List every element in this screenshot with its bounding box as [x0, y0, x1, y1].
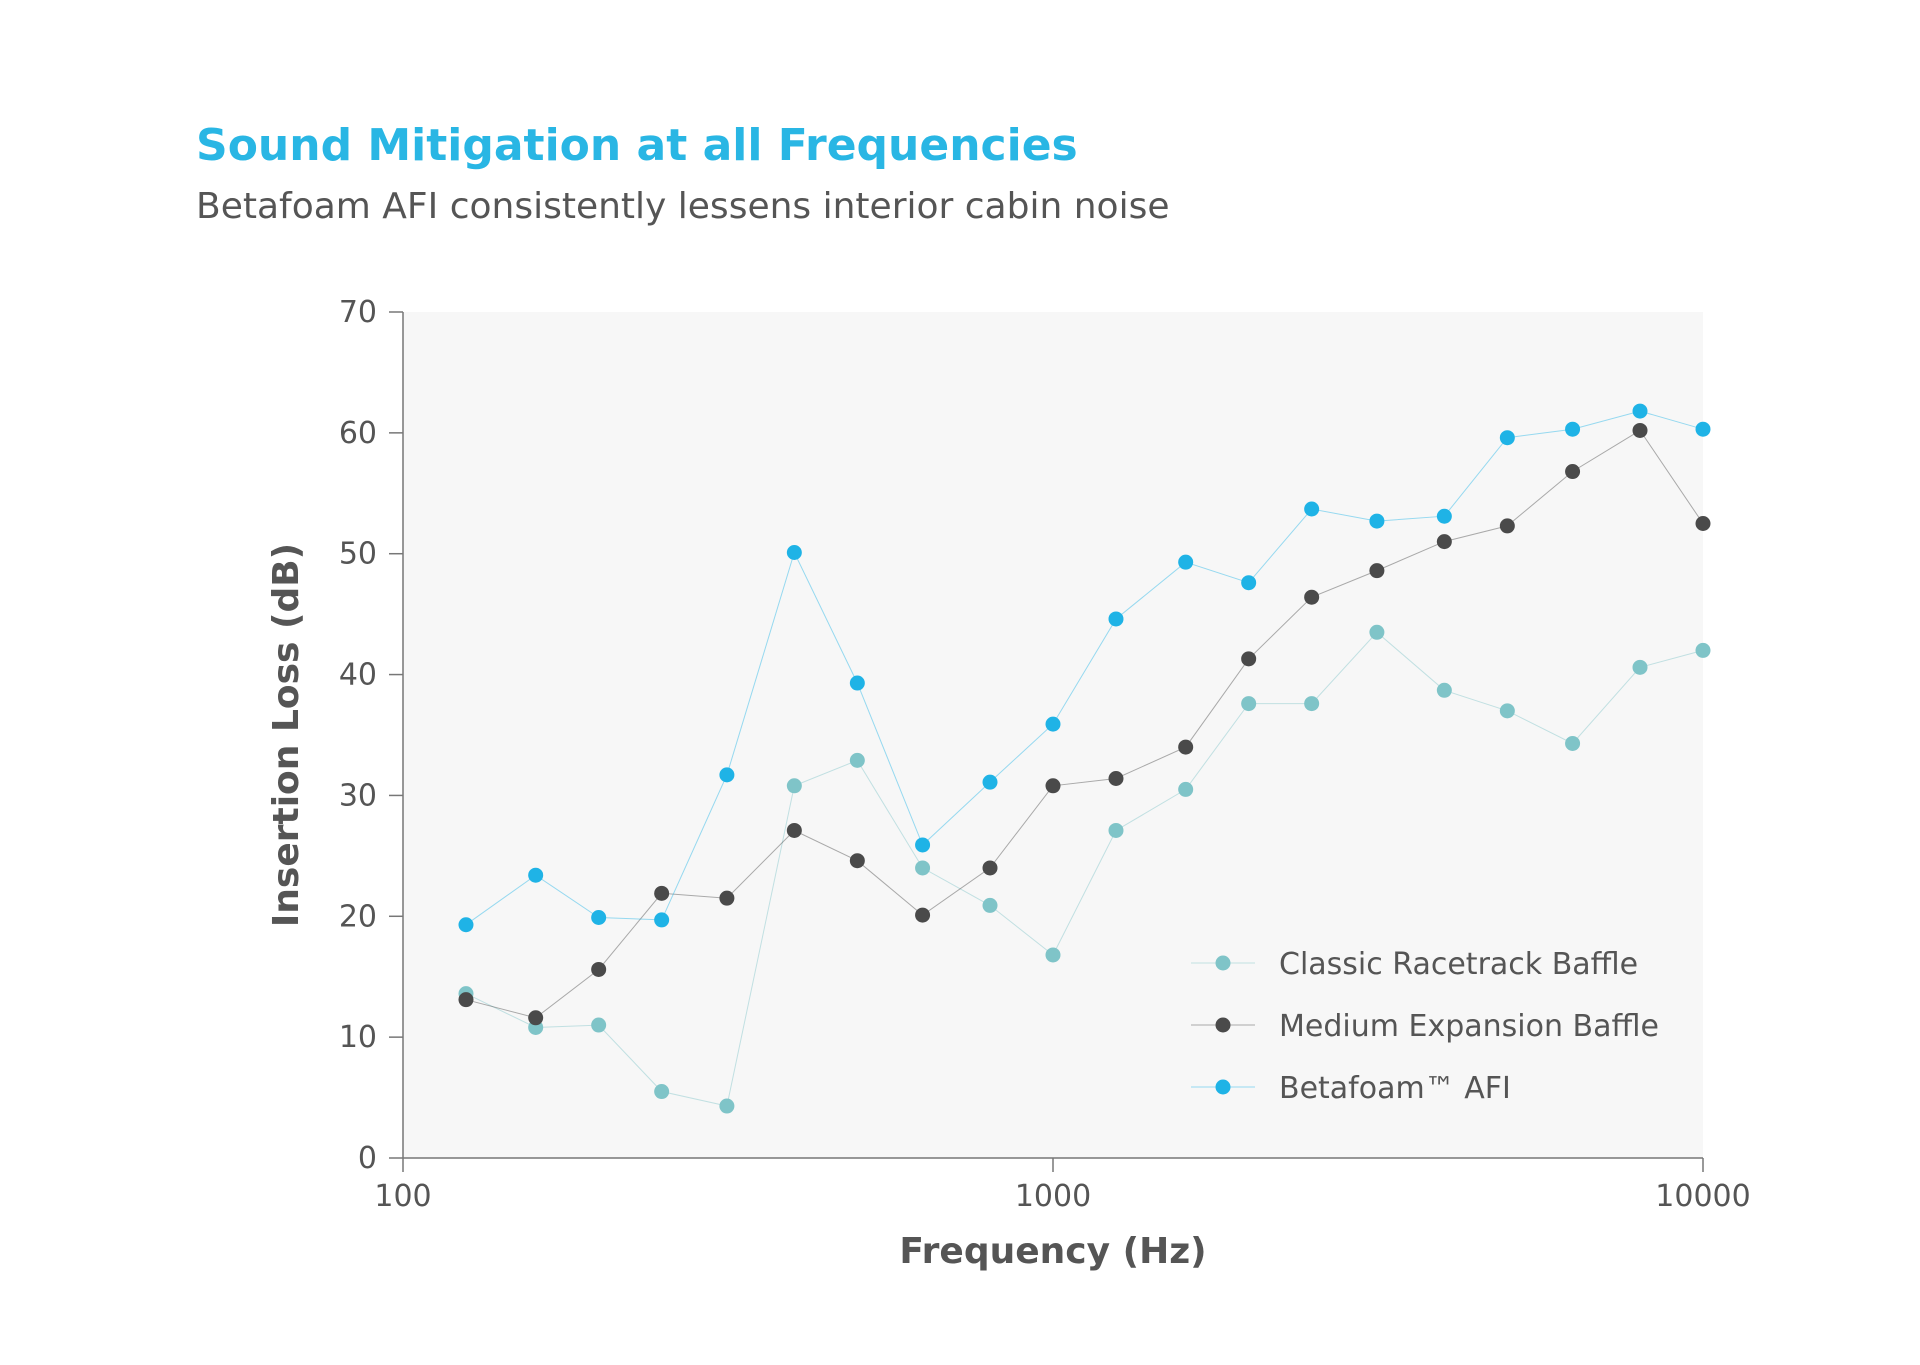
data-point-1 [1695, 516, 1711, 531]
data-point-0 [786, 778, 802, 794]
data-point-2 [849, 675, 865, 691]
x-tick-label: 100 [374, 1179, 431, 1214]
legend-label-0: Classic Racetrack Baffle [1279, 947, 1638, 982]
legend-marker-0 [1215, 955, 1231, 971]
legend-label-2: Betafoam™ AFI [1279, 1071, 1511, 1106]
data-point-2 [786, 545, 802, 561]
data-point-0 [1369, 624, 1385, 640]
data-point-0 [719, 1098, 735, 1114]
data-point-0 [1304, 696, 1320, 712]
data-point-2 [915, 837, 931, 853]
data-point-0 [1241, 696, 1257, 712]
data-point-0 [1436, 682, 1452, 698]
data-point-2 [1304, 501, 1320, 517]
legend-marker-1 [1215, 1017, 1231, 1033]
plot-area [403, 312, 1703, 1158]
data-point-1 [1632, 422, 1648, 438]
data-point-2 [1108, 611, 1124, 627]
data-point-2 [1045, 716, 1061, 732]
legend-marker-2 [1215, 1079, 1231, 1095]
data-point-1 [528, 1010, 544, 1026]
y-axis-title: Insertion Loss (dB) [266, 543, 307, 927]
data-point-0 [1045, 947, 1061, 963]
y-tick-label: 20 [339, 899, 377, 934]
data-point-1 [1045, 778, 1061, 794]
data-point-1 [654, 885, 670, 901]
data-point-0 [1499, 703, 1515, 719]
data-point-1 [915, 907, 931, 923]
data-point-1 [1436, 534, 1452, 550]
series-line-2 [465, 410, 1704, 926]
data-point-2 [1178, 554, 1194, 570]
data-point-0 [849, 752, 865, 768]
data-point-1 [1108, 771, 1124, 787]
data-point-1 [849, 853, 865, 869]
data-point-0 [1695, 642, 1711, 658]
y-tick-label: 10 [339, 1020, 377, 1055]
data-point-1 [1304, 589, 1320, 605]
y-tick-label: 50 [339, 537, 377, 572]
chart-subtitle: Betafoam AFI consistently lessens interi… [196, 186, 1170, 227]
legend-label-1: Medium Expansion Baffle [1279, 1009, 1659, 1044]
data-point-2 [528, 867, 544, 883]
data-point-2 [982, 774, 998, 790]
series-line-1 [465, 429, 1704, 1019]
y-tick-label: 0 [358, 1141, 377, 1176]
data-point-0 [591, 1017, 607, 1033]
x-tick-label: 1000 [1015, 1179, 1091, 1214]
y-tick-label: 60 [339, 416, 377, 451]
data-point-2 [1241, 575, 1257, 591]
data-point-0 [915, 860, 931, 876]
data-point-1 [458, 992, 474, 1008]
data-point-1 [1369, 563, 1385, 579]
data-point-2 [458, 917, 474, 933]
data-point-2 [1369, 513, 1385, 529]
data-point-1 [1565, 464, 1581, 480]
y-tick-label: 40 [339, 658, 377, 693]
data-point-1 [591, 961, 607, 977]
y-tick-label: 70 [339, 295, 377, 330]
data-point-1 [719, 890, 735, 906]
data-point-1 [1241, 651, 1257, 667]
data-point-2 [1695, 421, 1711, 437]
data-point-2 [719, 767, 735, 783]
data-point-0 [1632, 659, 1648, 675]
data-point-2 [654, 912, 670, 928]
x-tick-label: 10000 [1655, 1179, 1750, 1214]
data-point-1 [1499, 518, 1515, 534]
x-axis-title: Frequency (Hz) [899, 1231, 1206, 1272]
data-point-2 [591, 909, 607, 925]
data-point-2 [1565, 421, 1581, 437]
data-point-0 [1565, 735, 1581, 751]
data-point-0 [1108, 822, 1124, 838]
data-point-0 [982, 897, 998, 913]
data-point-2 [1632, 403, 1648, 419]
data-point-1 [786, 822, 802, 838]
data-point-1 [982, 860, 998, 876]
series-line-0 [465, 631, 1704, 1107]
y-tick-label: 30 [339, 778, 377, 813]
data-point-2 [1436, 508, 1452, 524]
chart-title: Sound Mitigation at all Frequencies [196, 120, 1078, 171]
data-point-0 [654, 1084, 670, 1100]
data-point-1 [1178, 739, 1194, 755]
data-point-2 [1499, 430, 1515, 446]
data-point-0 [1178, 781, 1194, 797]
